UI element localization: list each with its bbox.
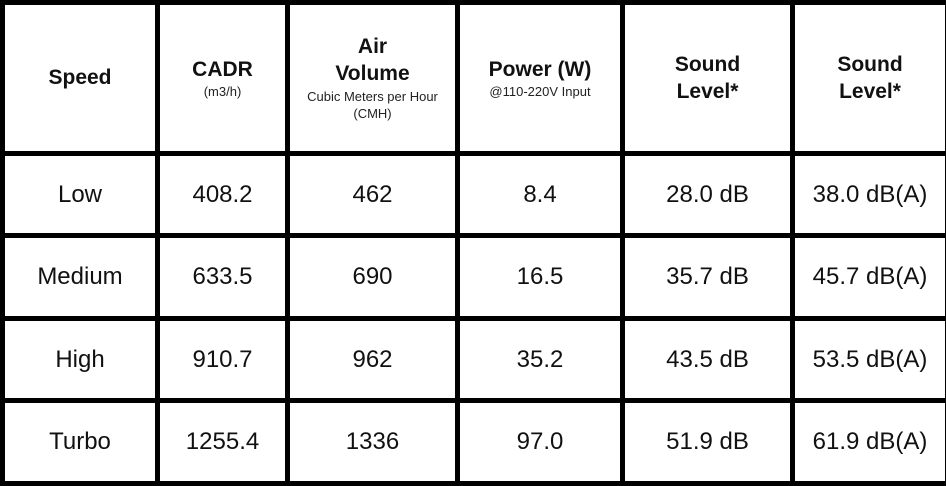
header-sound-level-db: Sound Level* <box>625 5 790 151</box>
cell-sound-dba: 53.5 dB(A) <box>795 320 945 399</box>
cell-air-volume: 690 <box>290 238 455 316</box>
table-row: Low 408.2 462 8.4 28.0 dB 38.0 dB(A) <box>5 155 945 234</box>
cell-cadr: 1255.4 <box>160 403 285 481</box>
cell-speed: Medium <box>5 238 155 316</box>
header-cadr-label: CADR <box>192 57 253 81</box>
header-power-label: Power (W) <box>488 57 592 81</box>
cell-power: 97.0 <box>460 403 620 481</box>
header-power: Power (W) @110-220V Input <box>460 5 620 151</box>
cell-sound-dba: 38.0 dB(A) <box>795 155 945 234</box>
header-air-volume-unit: Cubic Meters per Hour (CMH) <box>307 88 438 122</box>
table-row: Medium 633.5 690 16.5 35.7 dB 45.7 dB(A) <box>5 238 945 316</box>
cell-speed: Turbo <box>5 403 155 481</box>
cell-speed: High <box>5 320 155 399</box>
header-speed-label: Speed <box>48 66 112 90</box>
table-row: High 910.7 962 35.2 43.5 dB 53.5 dB(A) <box>5 320 945 399</box>
cell-air-volume: 962 <box>290 320 455 399</box>
cell-sound-db: 28.0 dB <box>625 155 790 234</box>
cell-power: 35.2 <box>460 320 620 399</box>
cell-sound-db: 43.5 dB <box>625 320 790 399</box>
header-air-volume-label: Air Volume <box>335 35 410 86</box>
cell-sound-dba: 45.7 dB(A) <box>795 238 945 316</box>
cell-power: 16.5 <box>460 238 620 316</box>
header-sound-level-db-label: Sound Level* <box>674 52 741 103</box>
header-cadr: CADR (m3/h) <box>160 5 285 151</box>
table-row: Turbo 1255.4 1336 97.0 51.9 dB 61.9 dB(A… <box>5 403 945 481</box>
cell-sound-db: 35.7 dB <box>625 238 790 316</box>
cell-power: 8.4 <box>460 155 620 234</box>
header-row: Speed CADR (m3/h) Air Volume Cubic Meter… <box>5 5 945 151</box>
header-cadr-unit: (m3/h) <box>203 83 242 99</box>
header-air-volume: Air Volume Cubic Meters per Hour (CMH) <box>290 5 455 151</box>
cell-sound-dba: 61.9 dB(A) <box>795 403 945 481</box>
header-sound-level-dba-label: Sound Level* <box>837 52 903 103</box>
cell-cadr: 408.2 <box>160 155 285 234</box>
cell-air-volume: 462 <box>290 155 455 234</box>
cell-speed: Low <box>5 155 155 234</box>
header-power-note: @110-220V Input <box>489 83 591 99</box>
header-sound-level-dba: Sound Level* <box>795 5 945 151</box>
header-speed: Speed <box>5 5 155 151</box>
cell-cadr: 910.7 <box>160 320 285 399</box>
cell-sound-db: 51.9 dB <box>625 403 790 481</box>
cell-air-volume: 1336 <box>290 403 455 481</box>
cell-cadr: 633.5 <box>160 238 285 316</box>
